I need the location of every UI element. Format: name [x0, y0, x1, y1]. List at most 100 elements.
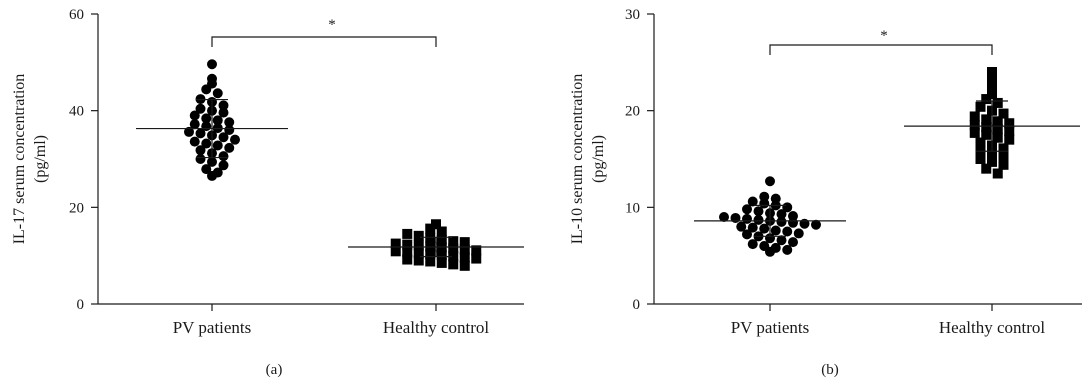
data-point-square — [390, 238, 401, 249]
data-point-square — [969, 127, 980, 138]
data-point-square — [459, 237, 470, 248]
data-point-circle — [201, 164, 212, 175]
data-point-square — [992, 124, 1003, 135]
y-tick-label: 30 — [625, 7, 640, 23]
data-point-circle — [212, 88, 223, 99]
data-point-square — [425, 256, 436, 267]
data-point-square — [425, 249, 436, 260]
data-point-square — [998, 159, 1009, 170]
data-point-square — [969, 111, 980, 122]
data-point-square — [987, 67, 997, 77]
data-point-square — [998, 108, 1009, 119]
data-point-square — [436, 250, 447, 261]
data-point-circle — [218, 100, 229, 111]
data-point-circle — [776, 235, 787, 246]
data-point-circle — [742, 229, 752, 240]
y-axis-label-line1: IL-17 serum concentration — [11, 74, 28, 245]
data-point-circle — [218, 107, 229, 118]
data-point-square — [998, 143, 1009, 154]
data-point-square — [459, 260, 470, 271]
data-point-square — [402, 247, 413, 258]
data-point-circle — [224, 117, 235, 128]
data-point-square — [987, 156, 997, 167]
significance-star: * — [880, 28, 888, 44]
x-tick-label-pv-patients: PV patients — [731, 318, 810, 337]
data-point-square — [987, 75, 997, 86]
data-point-circle — [782, 226, 793, 237]
y-tick-labels: 0 20 40 60 — [69, 7, 84, 313]
data-point-square — [448, 236, 459, 247]
y-tick-label: 60 — [69, 7, 84, 23]
data-point-circle — [788, 217, 798, 228]
data-point-circle — [189, 110, 200, 121]
data-point-circle — [195, 145, 206, 156]
data-point-square — [987, 89, 997, 100]
significance-bracket — [211, 36, 437, 47]
data-point-circle — [776, 216, 787, 227]
data-point-square — [448, 251, 459, 262]
data-point-circle — [212, 140, 223, 151]
data-point-circle — [230, 134, 240, 145]
y-tick-label: 0 — [633, 297, 641, 313]
data-point-square — [969, 120, 980, 131]
data-point-circle — [719, 212, 729, 222]
data-point-circle — [788, 237, 798, 248]
data-point-circle — [747, 196, 758, 207]
data-point-circle — [195, 128, 206, 139]
y-tick-label: 0 — [77, 297, 85, 313]
data-point-circle — [195, 154, 206, 164]
data-point-square — [975, 101, 986, 112]
y-tick-label: 40 — [69, 104, 84, 120]
y-tick-label: 20 — [625, 104, 640, 120]
data-point-circle — [736, 221, 747, 232]
y-tick-labels: 0 10 20 30 — [625, 7, 640, 313]
data-point-square — [975, 154, 986, 164]
data-point-circle — [184, 126, 194, 137]
data-point-circle — [207, 156, 217, 167]
data-point-square — [992, 132, 1003, 143]
data-point-circle — [218, 151, 229, 162]
y-axis-label-line1: IL-10 serum concentration — [569, 74, 586, 245]
data-point-square — [471, 245, 482, 256]
data-point-square — [436, 234, 447, 245]
data-point-square — [471, 253, 482, 264]
data-point-square — [998, 151, 1009, 162]
data-point-square — [1004, 134, 1015, 145]
data-point-circle — [218, 132, 229, 143]
data-point-square — [981, 129, 992, 140]
panel-a-il17-chart: 0 20 40 60 PV patients Healthy control IL-1… — [11, 7, 524, 378]
data-point-circle — [207, 170, 217, 181]
data-point-square — [459, 244, 470, 255]
data-point-square — [975, 145, 986, 156]
y-axis-label-line2: (pg/ml) — [32, 135, 49, 183]
data-point-circle — [759, 223, 770, 234]
x-tick-label-healthy-control: Healthy control — [383, 318, 489, 337]
data-point-square — [1004, 118, 1015, 129]
data-point-square — [413, 240, 424, 251]
data-point-square — [448, 243, 459, 254]
data-point-square — [975, 137, 986, 148]
y-ticks — [647, 13, 654, 305]
data-point-square — [413, 255, 424, 266]
data-point-circle — [218, 160, 229, 171]
y-ticks — [91, 13, 98, 305]
panel-label-a: (a) — [266, 362, 283, 378]
data-point-circle — [747, 239, 758, 250]
x-tick-label-pv-patients: PV patients — [173, 318, 252, 337]
data-point-circle — [753, 214, 764, 225]
data-point-square — [992, 168, 1003, 179]
data-point-circle — [201, 84, 212, 95]
data-point-square — [987, 83, 997, 94]
data-point-square — [992, 116, 1003, 127]
data-point-circle — [224, 142, 235, 153]
y-tick-label: 10 — [625, 200, 640, 216]
data-point-square — [436, 226, 447, 237]
x-tick-label-healthy-control: Healthy control — [939, 318, 1045, 337]
data-point-square — [981, 94, 992, 105]
y-axis-label-line2: (pg/ml) — [590, 135, 607, 183]
data-point-square — [981, 122, 992, 133]
data-point-circle — [811, 219, 821, 230]
data-point-circle — [742, 204, 752, 215]
data-point-circle — [212, 115, 223, 126]
